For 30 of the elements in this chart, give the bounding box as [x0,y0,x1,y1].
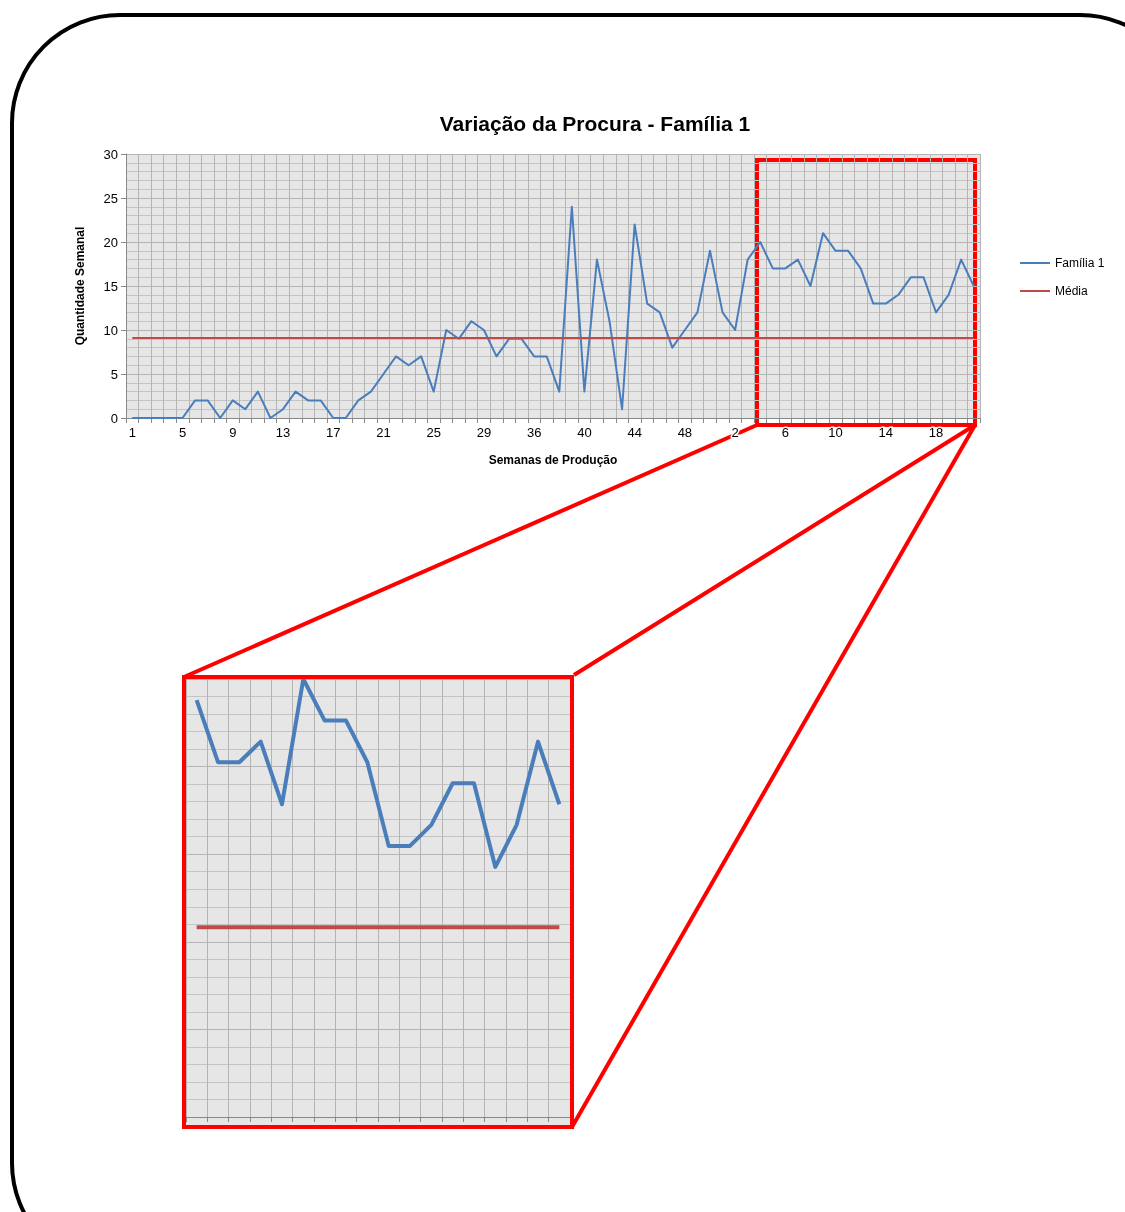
x-tick-label: 29 [476,425,492,440]
x-tick-label: 10 [828,425,843,440]
x-tick-label: 21 [376,425,391,440]
x-tick-label: 44 [627,425,642,440]
x-tick-label: 36 [526,425,542,440]
y-tick-label: 0 [110,410,118,426]
y-axis-title: Quantidade Semanal [73,226,87,346]
x-tick-label: 18 [928,425,944,440]
legend-label: Média [1055,284,1089,298]
x-tick-label: 9 [229,425,237,440]
x-tick-label: 13 [275,425,291,440]
x-tick-label: 25 [426,425,441,440]
x-tick-label: 48 [677,425,693,440]
x-tick-label: 40 [577,425,592,440]
x-axis-title: Semanas de Produção [488,453,618,467]
x-tick-label: 6 [781,425,789,440]
y-tick-label: 30 [103,146,118,162]
x-tick-label: 17 [325,425,341,440]
x-tick-label: 2 [731,425,739,440]
y-tick-label: 20 [103,234,118,250]
y-tick-label: 5 [110,366,118,382]
x-tick-label: 5 [178,425,187,440]
y-tick-label: 25 [103,190,118,206]
x-tick-label: 14 [878,425,894,440]
y-tick-label: 15 [103,278,118,294]
legend-label: Família 1 [1055,256,1105,270]
x-tick-label: 1 [128,425,136,440]
y-tick-label: 10 [103,322,118,338]
chart-title: Variação da Procura - Família 1 [439,112,751,135]
line-series [131,205,975,419]
